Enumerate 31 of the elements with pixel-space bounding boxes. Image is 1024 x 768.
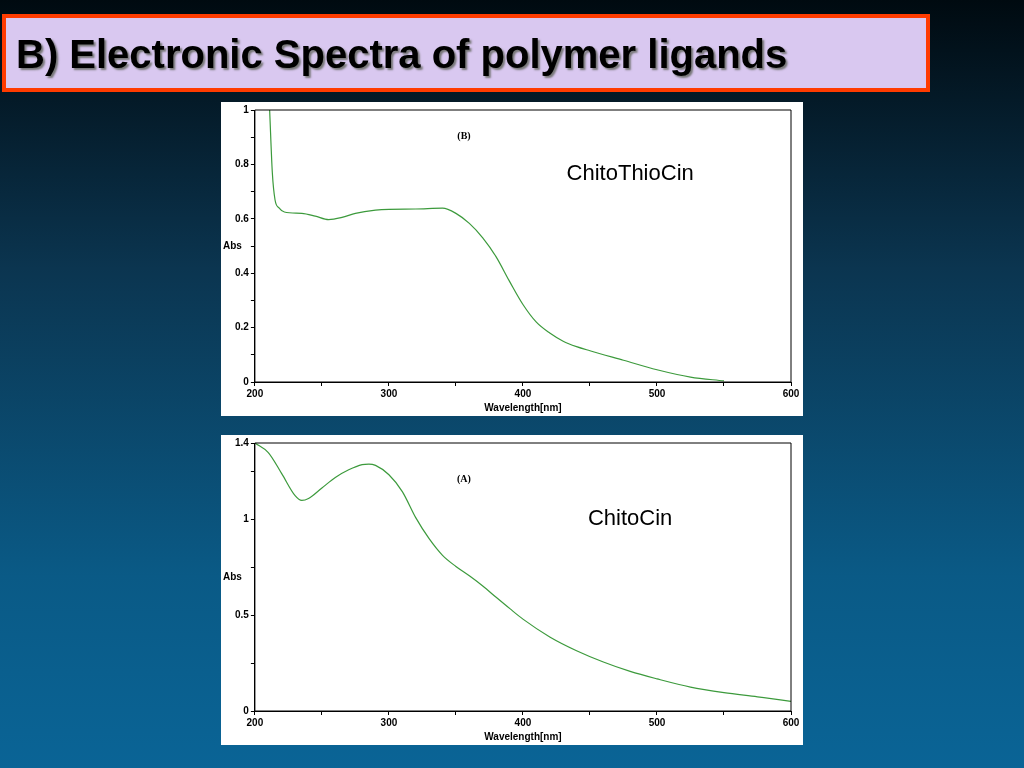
y-axis-title: Abs bbox=[223, 239, 243, 251]
line-series bbox=[254, 443, 791, 703]
x-tick-label: 400 bbox=[514, 387, 532, 399]
annotation: (B) bbox=[457, 129, 471, 142]
y-axis-title: Abs bbox=[223, 570, 243, 582]
x-axis-title: Wavelength[nm] bbox=[484, 730, 562, 742]
x-tick-label: 200 bbox=[246, 716, 264, 728]
y-tick-label: 1 bbox=[243, 513, 250, 525]
y-tick-label: 0.6 bbox=[235, 212, 250, 224]
x-tick-label: 400 bbox=[514, 716, 532, 728]
y-tick-label: 0.8 bbox=[235, 158, 250, 170]
x-tick-label: 300 bbox=[380, 716, 398, 728]
y-tick-label: 0.5 bbox=[235, 609, 250, 621]
x-tick-label: 600 bbox=[782, 716, 800, 728]
y-tick-label: 0 bbox=[243, 375, 250, 387]
x-tick-label: 300 bbox=[380, 387, 398, 399]
y-tick-label: 0.4 bbox=[235, 266, 250, 278]
y-tick-label: 1.4 bbox=[235, 436, 250, 448]
line-series bbox=[269, 110, 725, 382]
x-tick-label: 600 bbox=[782, 387, 800, 399]
x-tick-label: 500 bbox=[648, 716, 666, 728]
x-axis-title: Wavelength[nm] bbox=[484, 401, 562, 413]
annotation: (A) bbox=[457, 472, 471, 485]
annotation: ChitoThioCin bbox=[566, 160, 694, 186]
y-tick-label: 1 bbox=[243, 103, 250, 115]
annotation: ChitoCin bbox=[587, 505, 673, 531]
chart-title: B) Electronic Spectra of polymer ligands bbox=[2, 14, 930, 92]
y-tick-label: 0 bbox=[243, 704, 250, 716]
y-tick-label: 0.2 bbox=[235, 321, 250, 333]
x-tick-label: 200 bbox=[246, 387, 264, 399]
x-tick-label: 500 bbox=[648, 387, 666, 399]
